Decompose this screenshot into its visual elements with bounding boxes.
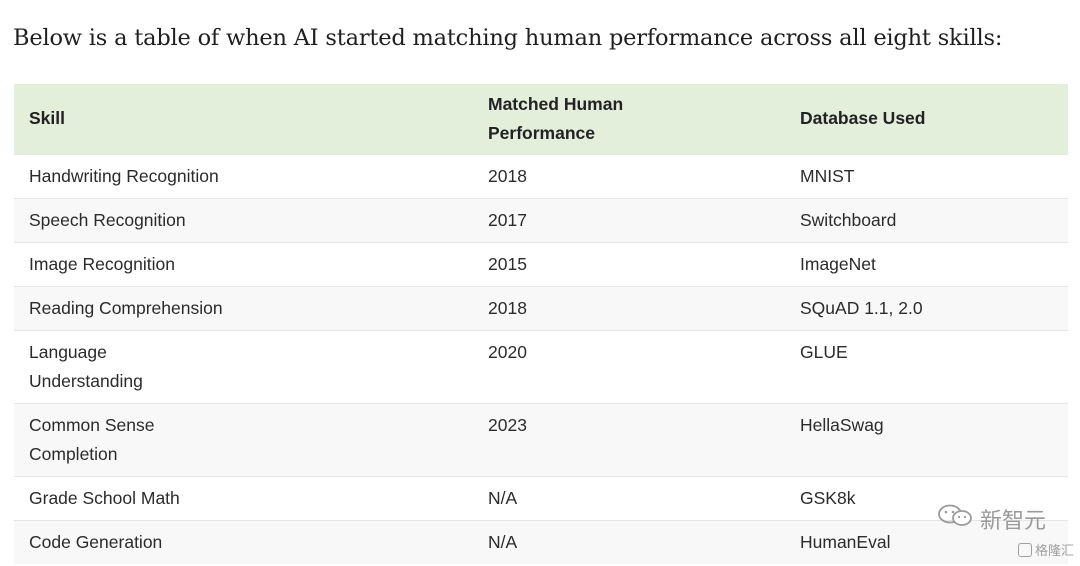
cell-database: HumanEval xyxy=(785,519,1068,564)
cell-skill: Reading Comprehension xyxy=(14,285,473,330)
cell-skill: Handwriting Recognition xyxy=(14,153,473,198)
table-header: Skill Matched Human Performance Database … xyxy=(14,84,1068,154)
watermark-sub: 格隆汇 xyxy=(1017,540,1074,559)
table-row: Image Recognition 2015 ImageNet xyxy=(14,241,1068,286)
cell-skill: Speech Recognition xyxy=(14,197,473,242)
header-row: Skill Matched Human Performance Database … xyxy=(14,84,1068,154)
cell-skill: Common Sense Completion xyxy=(14,402,473,476)
cell-skill-line1: Language xyxy=(29,341,107,362)
cell-skill-line2: Completion xyxy=(29,443,118,464)
watermark-main-text: 新智元 xyxy=(979,509,1046,534)
wechat-icon xyxy=(936,503,976,535)
table-row: Speech Recognition 2017 Switchboard xyxy=(14,197,1068,242)
cell-database: GSK8k xyxy=(785,475,1068,520)
table-row: Common Sense Completion 2023 HellaSwag xyxy=(14,402,1068,476)
cell-database: ImageNet xyxy=(785,241,1068,286)
header-skill: Skill xyxy=(29,108,65,129)
cell-database: GLUE xyxy=(785,329,1068,403)
cell-year: N/A xyxy=(473,519,785,564)
table-row: Reading Comprehension 2018 SQuAD 1.1, 2.… xyxy=(14,285,1068,330)
table-row: Language Understanding 2020 GLUE xyxy=(14,329,1068,403)
skills-table: Skill Matched Human Performance Database … xyxy=(14,84,1068,564)
cell-year: 2018 xyxy=(473,153,785,198)
cell-year: 2018 xyxy=(473,285,785,330)
watermark-sub-text: 格隆汇 xyxy=(1034,544,1074,559)
header-matched-line1: Matched Human xyxy=(488,93,624,114)
cell-year: 2015 xyxy=(473,241,785,286)
table-row: Grade School Math N/A GSK8k xyxy=(14,475,1068,520)
watermark-main: 新智元 xyxy=(936,503,1046,535)
header-database: Database Used xyxy=(800,108,926,129)
cell-year: 2023 xyxy=(473,402,785,476)
cell-year: 2017 xyxy=(473,197,785,242)
cell-year: 2020 xyxy=(473,329,785,403)
intro-text: Below is a table of when AI started matc… xyxy=(13,25,1003,51)
cell-skill: Code Generation xyxy=(14,519,473,564)
cell-skill: Language Understanding xyxy=(14,329,473,403)
table-body: Handwriting Recognition 2018 MNIST Speec… xyxy=(14,153,1068,564)
cell-skill-line2: Understanding xyxy=(29,370,143,391)
cell-skill: Grade School Math xyxy=(14,475,473,520)
cell-database: Switchboard xyxy=(785,197,1068,242)
table-row: Code Generation N/A HumanEval xyxy=(14,519,1068,564)
cell-year: N/A xyxy=(473,475,785,520)
cell-database: HellaSwag xyxy=(785,402,1068,476)
header-matched-line2: Performance xyxy=(488,122,595,143)
cell-database: SQuAD 1.1, 2.0 xyxy=(785,285,1068,330)
cell-database: MNIST xyxy=(785,153,1068,198)
logo-icon xyxy=(1017,542,1032,557)
table-row: Handwriting Recognition 2018 MNIST xyxy=(14,153,1068,198)
header-matched-performance: Matched Human Performance xyxy=(473,84,785,154)
cell-skill-line1: Common Sense xyxy=(29,414,155,435)
cell-skill: Image Recognition xyxy=(14,241,473,286)
